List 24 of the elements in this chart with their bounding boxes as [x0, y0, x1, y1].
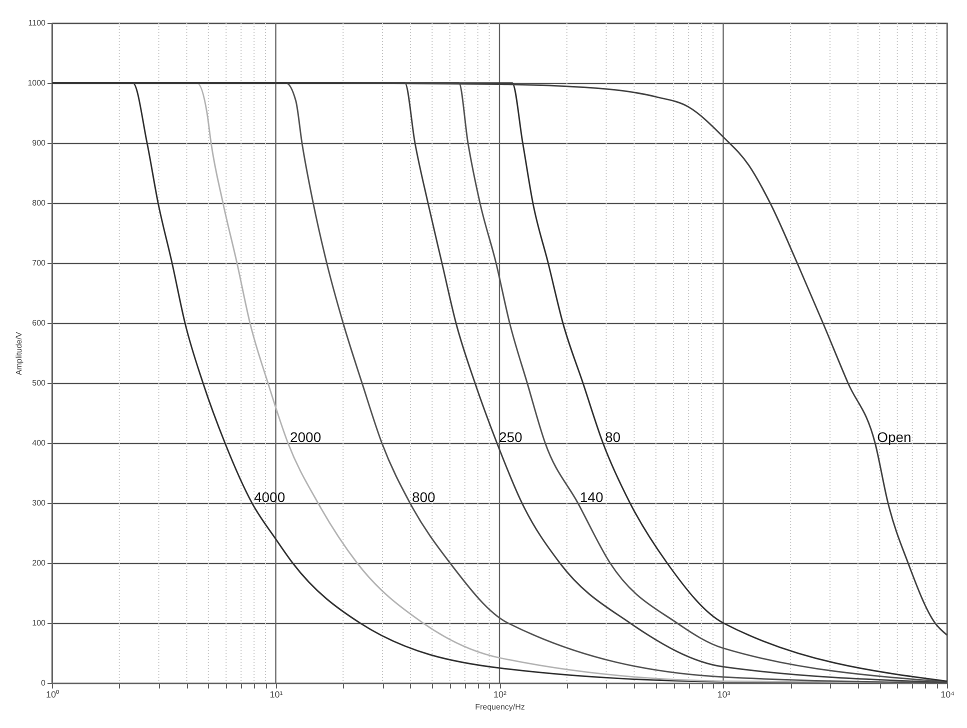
y-tick-label: 800 — [32, 198, 46, 208]
series-label: 800 — [412, 489, 436, 505]
y-axis-title: Amplitude/V — [14, 331, 24, 376]
y-tick-label: 300 — [32, 498, 46, 508]
x-tick-label: 10¹ — [270, 690, 283, 700]
series-label: 140 — [580, 489, 604, 505]
y-tick-label: 1000 — [28, 78, 46, 88]
series-label: 2000 — [290, 429, 322, 445]
y-tick-label: 400 — [32, 438, 46, 448]
series-label: Open — [877, 429, 912, 445]
x-tick-label: 10² — [493, 690, 507, 700]
x-axis-title: Frequency/Hz — [475, 702, 525, 712]
x-tick-label: 10⁴ — [940, 690, 955, 700]
y-tick-label: 600 — [32, 318, 46, 328]
y-tick-label: 500 — [32, 378, 46, 388]
x-tick-label: 10³ — [717, 690, 730, 700]
y-tick-label: 1100 — [28, 18, 46, 28]
y-tick-label: 900 — [32, 138, 46, 148]
y-tick-label: 100 — [32, 618, 46, 628]
y-tick-label: 200 — [32, 558, 46, 568]
y-tick-label: 700 — [32, 258, 46, 268]
series-label: 80 — [604, 429, 621, 445]
x-tick-label: 10⁰ — [46, 690, 60, 700]
y-tick-label: 0 — [41, 678, 46, 688]
